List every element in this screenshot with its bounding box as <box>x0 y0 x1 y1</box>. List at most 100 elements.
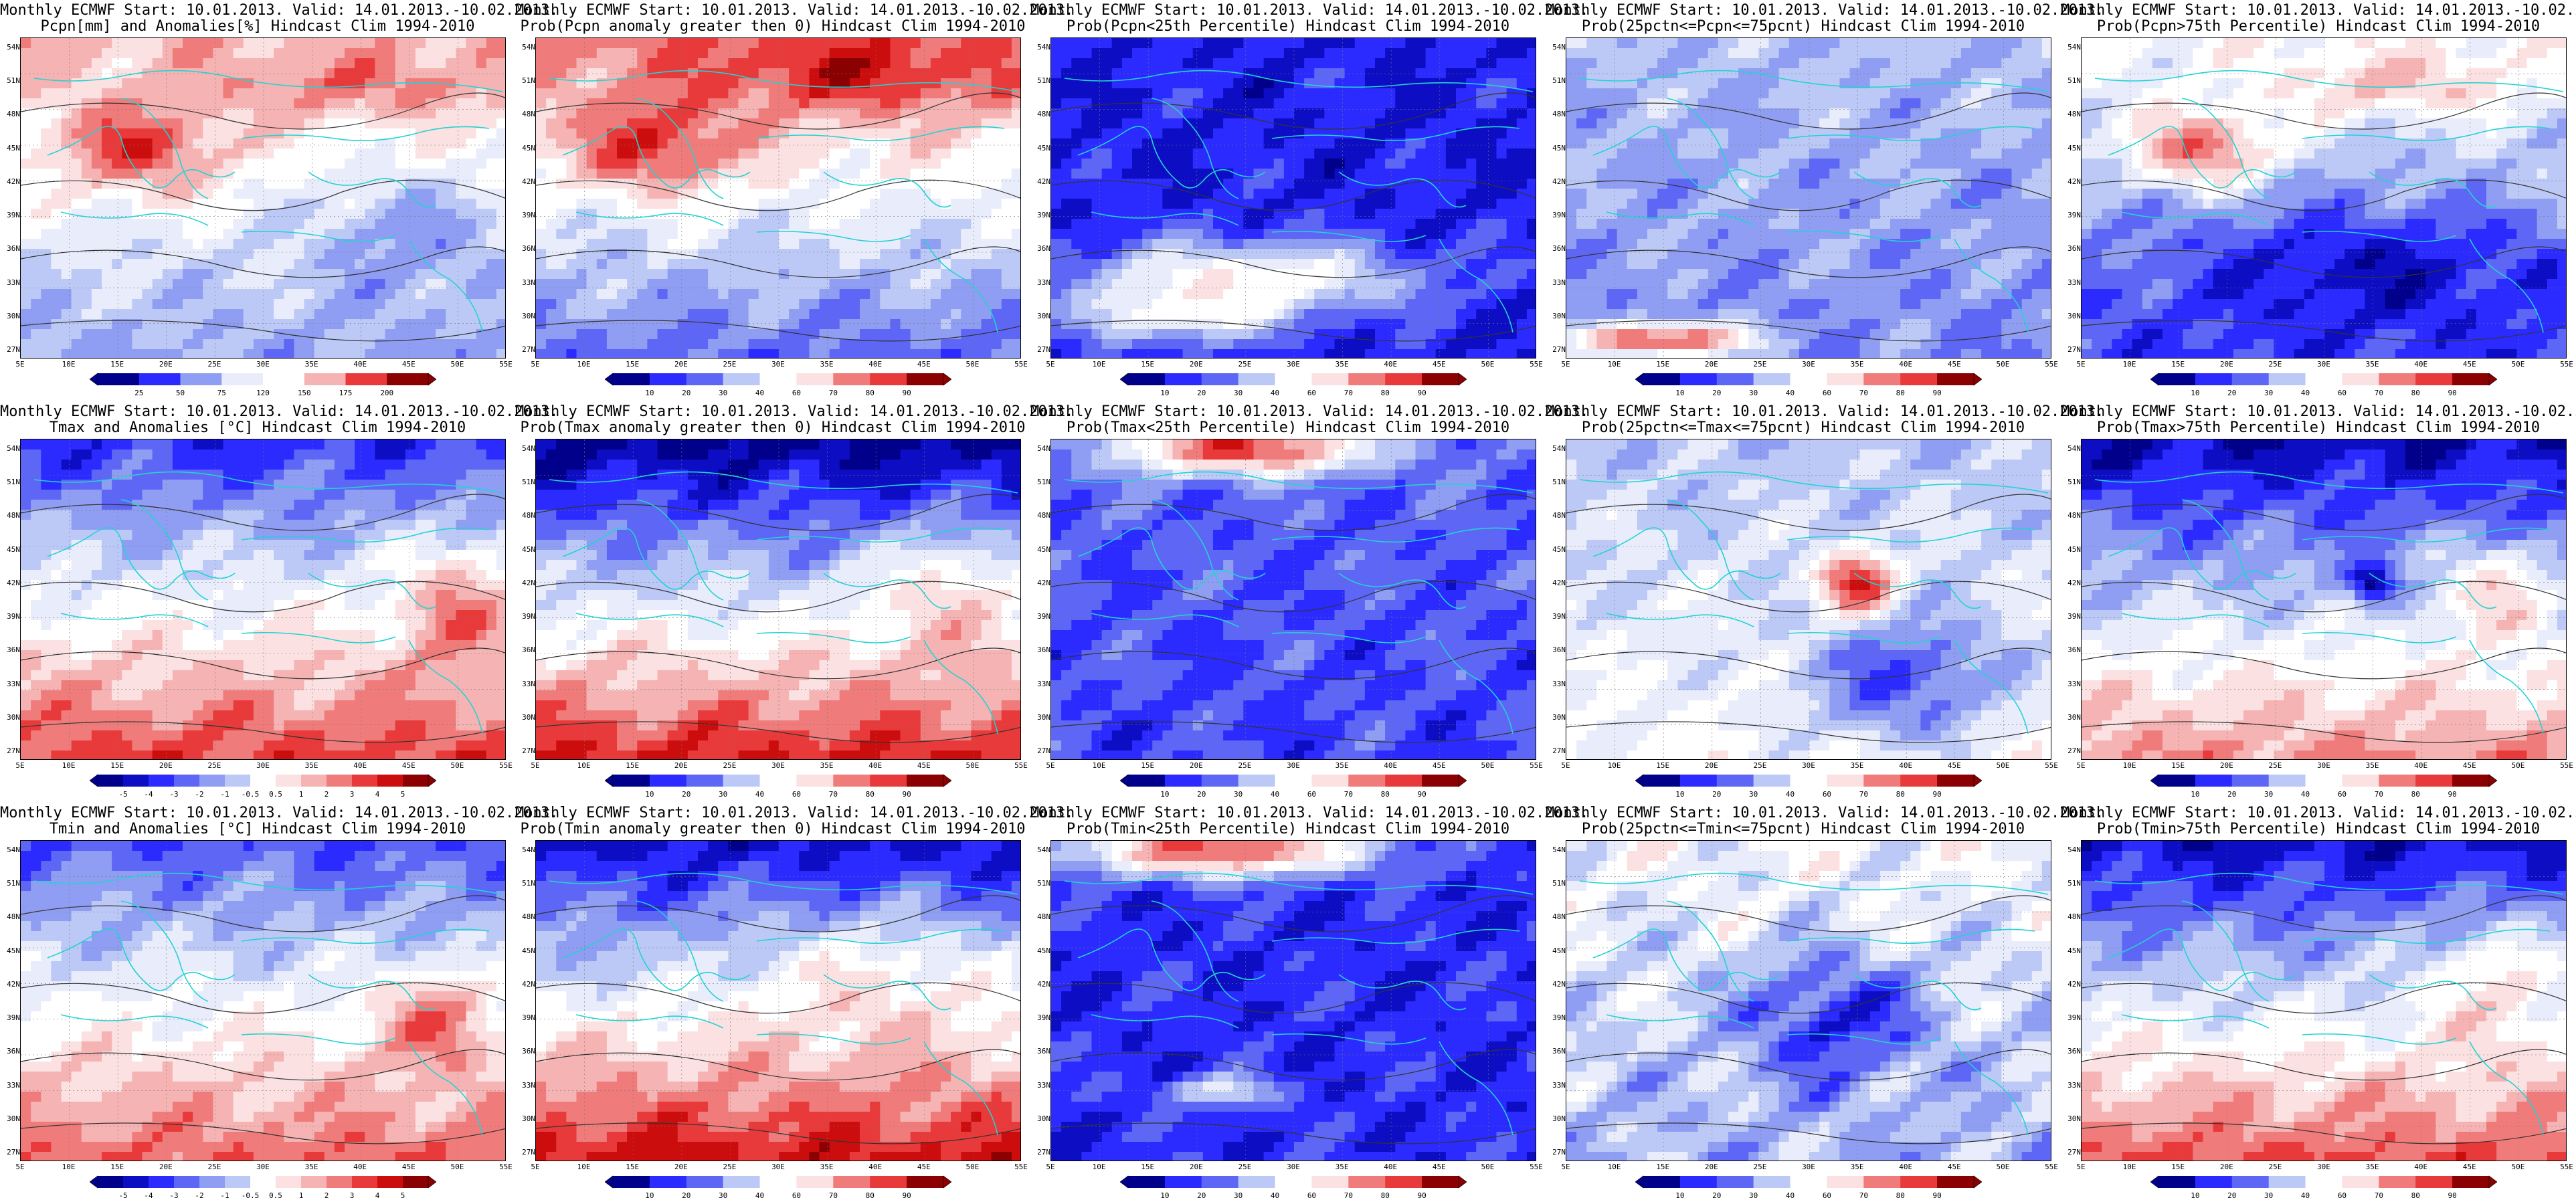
field-cell <box>385 169 396 179</box>
field-cell <box>152 199 163 209</box>
field-cell <box>1819 38 1830 49</box>
field-cell <box>486 179 497 189</box>
field-cell <box>1809 48 1820 59</box>
field-cell <box>1435 148 1447 159</box>
field-cell <box>314 329 325 340</box>
field-cell <box>102 38 112 49</box>
field-cell <box>345 38 355 49</box>
field-cell <box>41 128 52 139</box>
field-cell <box>546 189 557 199</box>
field-cell <box>860 189 870 199</box>
field-cell <box>1415 38 1427 49</box>
field-cell <box>890 349 901 358</box>
field-cell <box>243 189 254 199</box>
field-cell <box>536 329 547 340</box>
field-cell <box>233 259 244 270</box>
field-cell <box>102 219 112 229</box>
field-cell <box>102 58 112 69</box>
colorbar-legend: 10 20 30 40 60 70 80 90 <box>1120 371 1467 399</box>
field-cell <box>1526 118 1536 129</box>
field-cell <box>748 259 759 270</box>
field-cell <box>1375 229 1386 239</box>
field-cell <box>779 319 790 330</box>
field-cell <box>617 108 628 119</box>
field-cell <box>809 249 820 260</box>
field-cell <box>748 159 759 169</box>
field-cell <box>799 289 810 300</box>
field-cell <box>486 48 497 59</box>
field-cell <box>21 179 31 189</box>
field-cell <box>1364 309 1376 320</box>
field-cell <box>930 38 941 49</box>
field-cell <box>426 108 436 119</box>
field-cell <box>951 249 961 260</box>
field-cell <box>1213 299 1224 310</box>
field-cell <box>849 219 860 229</box>
field-cell <box>1364 219 1376 229</box>
field-cell <box>476 339 487 350</box>
field-cell <box>1213 148 1224 159</box>
field-cell <box>162 48 173 59</box>
field-cell <box>1606 68 1618 79</box>
field-cell <box>1496 169 1507 179</box>
field-cell <box>1182 199 1194 209</box>
field-cell <box>1314 279 1325 290</box>
field-cell <box>1445 118 1457 129</box>
field-cell <box>829 179 840 189</box>
field-cell <box>486 339 497 350</box>
field-cell <box>1364 58 1376 69</box>
field-cell <box>809 48 820 59</box>
colorbar-swatch <box>304 373 346 385</box>
field-cell <box>566 159 577 169</box>
field-cell <box>819 98 830 109</box>
latitude-tick-label: 45N <box>1 144 20 153</box>
field-cell <box>314 148 325 159</box>
field-cell <box>496 199 505 209</box>
field-cell <box>193 68 203 79</box>
field-cell <box>1121 179 1133 189</box>
field-cell <box>112 339 122 350</box>
field-cell <box>132 309 143 320</box>
field-cell <box>203 279 213 290</box>
field-cell <box>839 249 850 260</box>
field-cell <box>1152 319 1163 330</box>
field-cell <box>1172 189 1184 199</box>
field-cell <box>365 68 375 79</box>
field-cell <box>1223 259 1234 270</box>
field-cell <box>789 289 800 300</box>
field-cell <box>334 299 345 310</box>
field-cell <box>183 48 193 59</box>
field-cell <box>294 98 305 109</box>
field-cell <box>162 309 173 320</box>
field-cell <box>698 179 709 189</box>
field-cell <box>223 309 234 320</box>
field-cell <box>981 128 992 139</box>
field-cell <box>395 219 406 229</box>
field-cell <box>758 159 769 169</box>
field-cell <box>1869 48 1881 59</box>
field-cell <box>1091 229 1103 239</box>
field-cell <box>971 128 982 139</box>
field-cell <box>819 199 830 209</box>
colorbar-swatch <box>796 373 834 385</box>
field-cell <box>31 279 41 290</box>
field-cell <box>132 138 143 149</box>
field-cell <box>1385 259 1396 270</box>
field-cell <box>253 269 264 280</box>
field-cell <box>860 118 870 129</box>
field-cell <box>1162 88 1174 99</box>
field-cell <box>1051 58 1062 69</box>
field-cell <box>708 118 719 129</box>
field-cell <box>961 219 972 229</box>
colorbar-swatch <box>907 373 944 385</box>
field-cell <box>183 118 193 129</box>
field-cell <box>637 269 648 280</box>
field-cell <box>860 38 870 49</box>
field-cell <box>1334 159 1346 169</box>
field-cell <box>647 269 658 280</box>
colorbar-swatch <box>1164 373 1202 385</box>
field-cell <box>606 179 618 189</box>
field-cell <box>1253 199 1265 209</box>
field-cell <box>152 189 163 199</box>
field-cell <box>1496 48 1507 59</box>
